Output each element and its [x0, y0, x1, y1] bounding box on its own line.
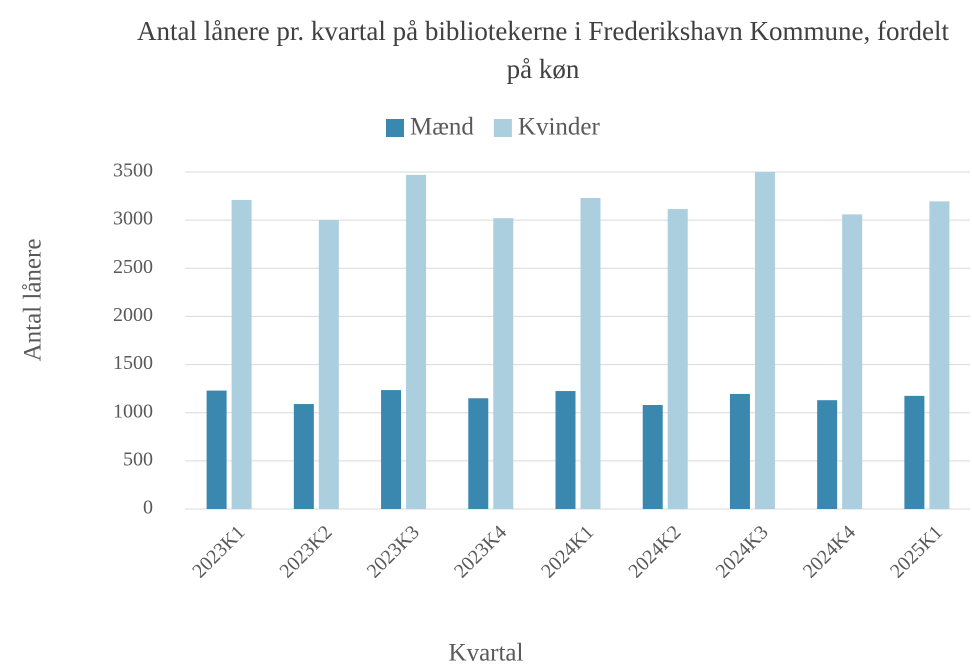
bar	[754, 172, 775, 509]
bar	[318, 220, 339, 509]
x-tick-label: 2023K1	[188, 521, 249, 582]
x-tick-label: 2024K2	[624, 521, 685, 582]
x-tick-label: 2024K3	[712, 521, 773, 582]
bar	[929, 201, 950, 510]
x-tick-label: 2025K1	[886, 521, 947, 582]
bar	[667, 209, 688, 509]
y-tick-label: 2500	[113, 256, 153, 278]
y-axis-label: Antal lånere	[20, 239, 47, 362]
bar	[904, 395, 925, 509]
bar	[468, 398, 489, 509]
bar	[555, 391, 576, 509]
bar	[293, 404, 314, 509]
legend-swatch	[493, 119, 512, 137]
chart-title: Antal lånere pr. kvartal på bibliotekern…	[137, 16, 949, 84]
y-tick-label: 1000	[113, 400, 153, 422]
bar	[642, 405, 663, 509]
y-tick-label: 1500	[113, 352, 153, 374]
x-tick-label: 2024K1	[537, 521, 598, 582]
legend-label: Mænd	[410, 114, 474, 141]
x-tick-label: 2023K3	[363, 521, 424, 582]
bar	[406, 174, 427, 510]
y-tick-label: 3000	[113, 208, 153, 230]
x-tick-label: 2023K2	[275, 521, 336, 582]
x-axis-label: Kvartal	[449, 640, 524, 667]
x-tick-label: 2023K4	[450, 521, 511, 582]
bar	[493, 218, 514, 509]
legend-label: Kvinder	[518, 114, 601, 141]
bar	[381, 390, 402, 509]
y-tick-label: 0	[143, 497, 153, 519]
legend-swatch	[386, 119, 404, 137]
bar	[580, 197, 601, 510]
bar	[206, 390, 227, 509]
y-tick-label: 2000	[113, 304, 153, 326]
y-tick-label: 3500	[113, 160, 153, 182]
y-tick-label: 500	[123, 448, 153, 470]
x-tick-label: 2024K4	[799, 521, 860, 582]
bar	[231, 199, 252, 509]
bar	[842, 214, 863, 509]
bar	[729, 393, 750, 509]
bar	[817, 400, 838, 509]
